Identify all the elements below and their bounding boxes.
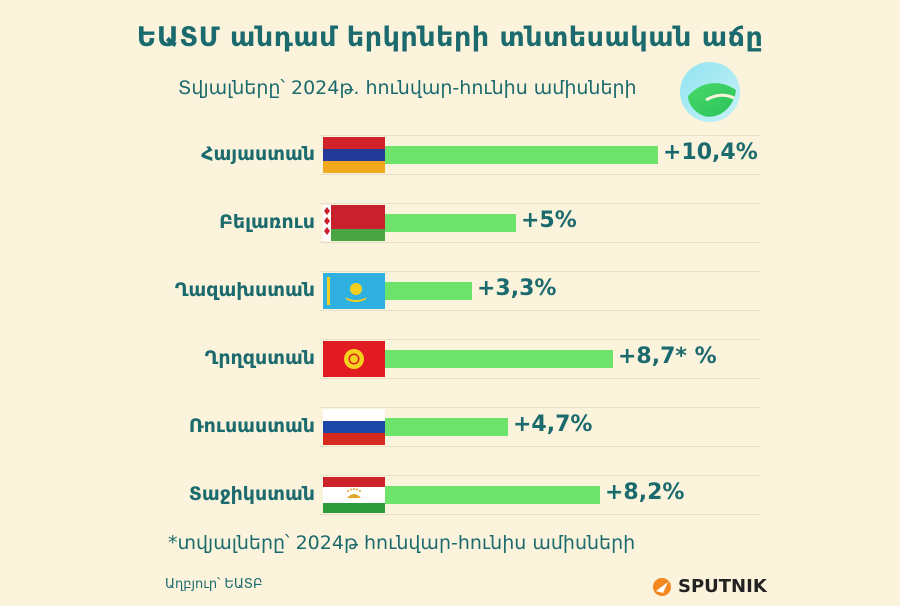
row-divider (320, 514, 760, 515)
brand-name: SPUTNIK (678, 576, 767, 597)
tajikistan-flag-icon (323, 477, 385, 513)
bar (385, 350, 613, 368)
data-label: +4,7% (513, 412, 593, 437)
chart-row: Բելառուս +5% (0, 203, 900, 245)
source-note: Աղբյուր՝ ԵԱՏԲ (165, 577, 263, 592)
chart-subtitle: Տվյալները՝ 2024թ. հունվար-հունիս ամիսներ… (178, 77, 637, 99)
data-label: +3,3% (477, 276, 557, 301)
category-label: Ռուսաստան (188, 415, 315, 437)
row-divider (320, 174, 760, 175)
row-divider (320, 310, 760, 311)
kazakhstan-flag-icon (323, 273, 385, 309)
bar (385, 282, 472, 300)
bar (385, 486, 600, 504)
data-label: +8,2% (605, 480, 685, 505)
data-label: +8,7* % (618, 344, 717, 369)
row-divider (320, 378, 760, 379)
category-label: Ղազախստան (174, 279, 315, 301)
chart-row: Ռուսաստան +4,7% (0, 407, 900, 449)
row-divider (320, 271, 760, 272)
row-divider (320, 407, 760, 408)
category-label: Հայաստան (201, 143, 315, 165)
row-divider (320, 135, 760, 136)
brand-logo: SPUTNIK (652, 576, 767, 597)
row-divider (320, 242, 760, 243)
row-divider (320, 475, 760, 476)
bar (385, 418, 508, 436)
bar (385, 214, 516, 232)
chart-title: ԵԱՏՄ անդամ երկրների տնտեսական աճը (136, 22, 764, 53)
row-divider (320, 446, 760, 447)
logo-icon (680, 62, 740, 122)
chart-row: Ղրղզստան +8,7* % (0, 339, 900, 381)
belarus-flag-icon (323, 205, 385, 241)
data-label: +10,4% (663, 140, 758, 165)
armenia-flag-icon (323, 137, 385, 173)
russia-flag-icon (323, 409, 385, 445)
chart-row: Ղազախստան +3,3% (0, 271, 900, 313)
data-label: +5% (521, 208, 577, 233)
row-divider (320, 203, 760, 204)
footnote: *տվյալները՝ 2024թ հունվար-հունիս ամիսներ… (168, 532, 636, 554)
kyrgyzstan-flag-icon (323, 341, 385, 377)
row-divider (320, 339, 760, 340)
sputnik-logo-icon (653, 577, 671, 596)
bar (385, 146, 658, 164)
category-label: Տաջիկստան (188, 483, 315, 505)
category-label: Ղրղզստան (204, 347, 315, 369)
chart-row: Տաջիկստան +8,2% (0, 475, 900, 517)
category-label: Բելառուս (219, 211, 315, 233)
chart-row: Հայաստան +10,4% (0, 135, 900, 177)
